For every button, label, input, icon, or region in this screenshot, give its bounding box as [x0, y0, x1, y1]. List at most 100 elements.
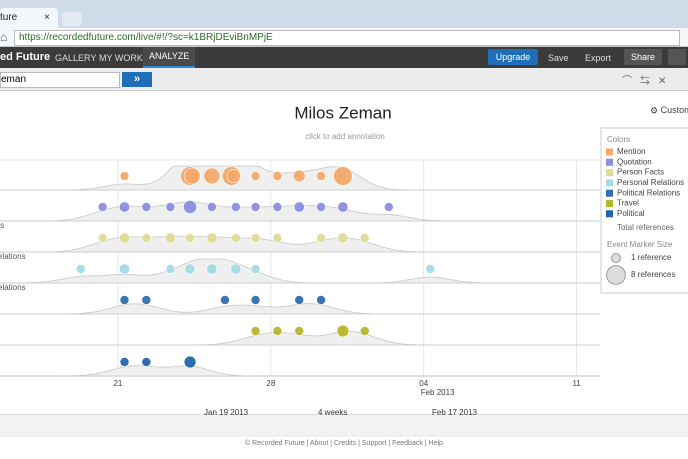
customize[interactable]: ⚙ Customi	[650, 105, 688, 115]
event-marker[interactable]	[165, 264, 176, 274]
event-marker[interactable]	[231, 202, 241, 212]
event-marker[interactable]	[250, 295, 261, 305]
search-input[interactable]: eman	[0, 72, 120, 88]
x-tick-label: 28	[266, 379, 275, 388]
event-marker[interactable]	[337, 201, 349, 213]
event-marker[interactable]	[164, 232, 176, 244]
event-marker[interactable]	[184, 263, 196, 275]
x-tick-label: 04	[419, 379, 428, 388]
event-marker[interactable]	[119, 295, 130, 305]
event-marker[interactable]	[231, 233, 241, 243]
event-marker[interactable]	[337, 232, 349, 244]
new-tab[interactable]	[62, 12, 82, 26]
event-marker[interactable]	[185, 233, 195, 243]
event-marker[interactable]	[118, 263, 130, 275]
nav-item[interactable]: GALLERY	[55, 53, 97, 63]
tab-strip	[0, 0, 688, 28]
upgrade-button[interactable]: Upgrade	[488, 49, 538, 65]
x-tick-label: 21	[113, 379, 122, 388]
event-marker[interactable]	[272, 171, 283, 181]
footer: © Recorded Future | About | Credits | Su…	[245, 440, 443, 447]
event-marker[interactable]	[250, 264, 261, 274]
export-menu[interactable]: Export	[585, 53, 612, 63]
size-swatch	[611, 253, 621, 263]
event-marker[interactable]	[203, 167, 221, 185]
event-marker[interactable]	[383, 202, 394, 212]
view-icons[interactable]: ⌒⇆✕	[622, 76, 675, 87]
event-marker[interactable]	[359, 326, 370, 336]
event-marker[interactable]	[183, 167, 201, 185]
event-marker[interactable]	[316, 295, 326, 305]
event-marker[interactable]	[316, 202, 326, 212]
event-marker[interactable]	[220, 295, 230, 305]
legend-label: 8 references	[631, 270, 675, 279]
annotation[interactable]: click to add annotation	[305, 132, 385, 141]
event-marker[interactable]	[226, 169, 241, 183]
event-marker[interactable]	[294, 295, 305, 305]
event-marker[interactable]	[183, 355, 197, 369]
legend-label: Personal Relations	[617, 178, 684, 187]
share-button[interactable]: Share	[624, 49, 662, 65]
home-icon[interactable]: ⌂	[0, 30, 8, 44]
event-marker[interactable]	[119, 357, 130, 367]
event-marker[interactable]	[97, 233, 108, 243]
event-marker[interactable]	[141, 233, 152, 243]
event-marker[interactable]	[207, 202, 217, 212]
event-marker[interactable]	[206, 232, 218, 244]
url-field[interactable]: https://recordedfuture.com/live/#!/?sc=k…	[14, 30, 680, 46]
tab[interactable]: ture ×	[0, 8, 58, 28]
event-marker[interactable]	[250, 326, 261, 336]
row-label: ts	[0, 221, 4, 230]
close-icon[interactable]: ×	[44, 12, 50, 23]
event-marker[interactable]	[250, 171, 261, 181]
event-marker[interactable]	[272, 202, 283, 212]
event-marker[interactable]	[316, 171, 326, 181]
event-marker[interactable]	[250, 202, 261, 212]
legend-swatch	[606, 179, 613, 187]
event-marker[interactable]	[293, 169, 306, 183]
event-marker[interactable]	[294, 326, 305, 336]
legend-label: Total references	[617, 223, 674, 232]
row-label: elations	[0, 283, 26, 292]
event-marker[interactable]	[76, 264, 86, 274]
event-marker[interactable]	[119, 171, 130, 181]
event-marker[interactable]	[272, 233, 283, 243]
range-start[interactable]: Jan 19 2013	[204, 408, 249, 417]
legend-label: Person Facts	[617, 168, 664, 177]
brand: ed Future	[0, 51, 51, 63]
event-marker[interactable]	[141, 295, 152, 305]
account-icon[interactable]	[668, 49, 686, 65]
event-marker[interactable]	[250, 233, 261, 243]
event-marker[interactable]	[118, 232, 130, 244]
legend-label: Quotation	[617, 157, 652, 166]
nav-item-active[interactable]: ANALYZE	[143, 47, 196, 68]
legend-swatch	[606, 200, 613, 207]
range-end[interactable]: Feb 17 2013	[432, 408, 477, 417]
event-marker[interactable]	[359, 233, 370, 243]
event-marker[interactable]	[272, 326, 283, 336]
row-label: elations	[0, 252, 26, 261]
customize-label: Customi	[661, 105, 688, 115]
event-marker[interactable]	[316, 233, 326, 243]
event-marker[interactable]	[165, 202, 176, 212]
event-marker[interactable]	[183, 200, 197, 214]
event-marker[interactable]	[230, 263, 242, 275]
event-marker[interactable]	[336, 324, 350, 338]
nav-item[interactable]: MY WORK	[99, 53, 143, 63]
event-marker[interactable]	[206, 263, 218, 275]
event-marker[interactable]	[118, 201, 130, 213]
event-marker[interactable]	[425, 264, 436, 274]
event-marker[interactable]	[141, 202, 152, 212]
density-ribbon	[0, 365, 600, 377]
search-button[interactable]: »	[122, 72, 152, 87]
event-marker[interactable]	[333, 166, 353, 186]
event-marker[interactable]	[293, 201, 305, 213]
legend-swatch	[606, 169, 613, 177]
event-marker[interactable]	[141, 357, 152, 367]
range-slider[interactable]	[0, 414, 688, 437]
legend-swatch	[606, 148, 613, 156]
save-menu[interactable]: Save	[548, 53, 569, 63]
x-sublabel: Feb 2013	[421, 388, 455, 397]
event-marker[interactable]	[97, 202, 108, 212]
